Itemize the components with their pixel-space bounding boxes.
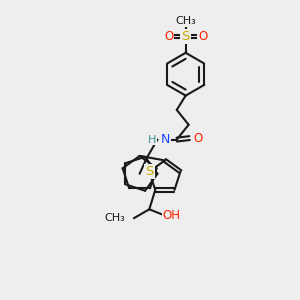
- Text: CH₃: CH₃: [105, 213, 125, 223]
- Text: CH₃: CH₃: [175, 16, 196, 26]
- Text: S: S: [182, 30, 190, 43]
- Text: S: S: [145, 165, 154, 178]
- Text: OH: OH: [163, 209, 181, 222]
- Text: O: O: [194, 132, 203, 145]
- Text: O: O: [164, 30, 173, 43]
- Text: N: N: [160, 133, 170, 146]
- Text: H: H: [148, 135, 156, 145]
- Text: O: O: [198, 30, 207, 43]
